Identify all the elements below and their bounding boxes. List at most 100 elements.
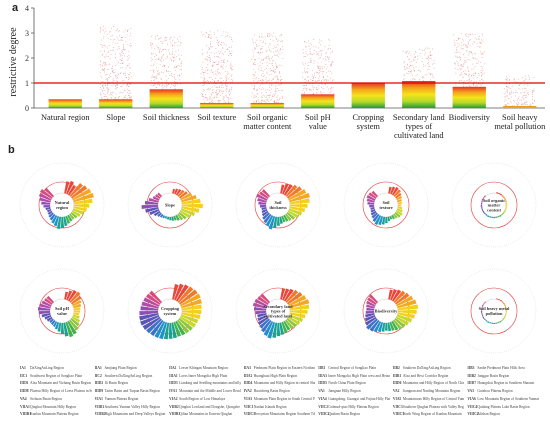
radial-bar	[486, 215, 490, 218]
scatter-point	[105, 85, 107, 87]
scatter-point	[306, 84, 308, 86]
scatter-point	[105, 46, 107, 48]
scatter-point	[467, 43, 469, 45]
scatter-point	[274, 71, 276, 73]
outer-ring	[343, 268, 429, 354]
scatter-point	[152, 58, 153, 60]
scatter-point	[119, 53, 121, 55]
scatter-point	[428, 65, 430, 67]
scatter-point	[260, 84, 261, 86]
radial-bar	[181, 312, 201, 320]
scatter-point	[217, 73, 219, 74]
scatter-point	[513, 78, 515, 80]
scatter-point	[212, 92, 214, 94]
scatter-point	[520, 91, 522, 93]
scatter-point	[473, 81, 475, 83]
scatter-point	[120, 38, 122, 40]
scatter-point	[265, 95, 267, 97]
scatter-point	[527, 75, 529, 77]
scatter-point	[518, 103, 519, 105]
scatter-point	[161, 56, 163, 58]
scatter-point	[106, 92, 108, 94]
scatter-point	[123, 72, 125, 74]
scatter-point	[216, 71, 218, 73]
scatter-point	[332, 92, 334, 94]
scatter-point	[465, 74, 467, 75]
scatter-point	[423, 66, 425, 68]
scatter-point	[165, 49, 167, 50]
scatter-point	[325, 78, 327, 80]
scatter-point	[217, 42, 219, 43]
scatter-point	[259, 53, 261, 55]
scatter-point	[100, 94, 102, 96]
scatter-point	[279, 97, 281, 99]
scatter-point	[460, 80, 462, 81]
scatter-point	[156, 75, 158, 77]
scatter-point	[305, 63, 306, 65]
radial-bar	[397, 201, 402, 205]
scatter-point	[328, 44, 330, 46]
radial-bar	[480, 205, 483, 207]
scatter-point	[414, 78, 416, 80]
scatter-point	[470, 52, 472, 54]
radial-bar	[504, 198, 507, 201]
scatter-point	[216, 36, 218, 38]
radial-bar	[56, 216, 62, 230]
scatter-point	[155, 87, 157, 88]
scatter-point	[506, 94, 508, 96]
radial-bar	[45, 207, 51, 211]
radial-panel-9: Soil heavy metal pollution	[451, 268, 537, 354]
scatter-point	[202, 90, 204, 92]
scatter-point	[108, 77, 110, 78]
scatter-point	[277, 101, 279, 103]
scatter-point	[402, 50, 404, 52]
radial-bar	[44, 315, 52, 320]
scatter-point	[518, 96, 520, 98]
radial-bar	[397, 198, 402, 203]
scatter-point	[280, 83, 282, 85]
scatter-point	[157, 71, 159, 73]
scatter-point	[129, 95, 131, 97]
scatter-point	[318, 77, 320, 79]
scatter-point	[312, 78, 314, 80]
scatter-point	[222, 86, 224, 88]
scatter-point	[215, 51, 217, 53]
scatter-point	[315, 46, 317, 48]
scatter-point	[223, 97, 225, 98]
scatter-point	[302, 52, 304, 54]
scatter-point	[281, 65, 282, 67]
scatter-point	[320, 53, 322, 55]
scatter-point	[315, 88, 317, 90]
radial-bar	[498, 298, 501, 301]
scatter-point	[100, 92, 102, 94]
radial-bar	[73, 206, 87, 212]
scatter-point	[475, 37, 477, 39]
scatter-point	[279, 72, 281, 74]
scatter-point	[322, 71, 323, 73]
scatter-point	[417, 58, 419, 60]
scatter-point	[157, 47, 159, 49]
scatter-point	[480, 61, 482, 63]
scatter-point	[459, 51, 461, 53]
scatter-point	[172, 45, 174, 47]
scatter-point	[122, 48, 124, 50]
scatter-point	[504, 98, 506, 100]
scatter-point	[228, 55, 230, 57]
scatter-point	[277, 40, 279, 42]
scatter-point	[208, 47, 210, 49]
scatter-point	[124, 55, 126, 57]
radial-bar	[487, 321, 490, 323]
scatter-point	[119, 35, 120, 37]
scatter-point	[314, 60, 315, 62]
scatter-point	[469, 59, 471, 61]
radial-bar	[148, 197, 159, 203]
scatter-point	[404, 68, 406, 70]
scatter-point	[162, 87, 164, 89]
scatter-point	[261, 92, 263, 94]
scatter-point	[326, 80, 327, 82]
scatter-point	[424, 74, 426, 76]
legend-code: VA1	[318, 389, 325, 394]
scatter-point	[122, 40, 124, 41]
scatter-point	[306, 53, 308, 55]
radial-bar	[372, 214, 380, 222]
